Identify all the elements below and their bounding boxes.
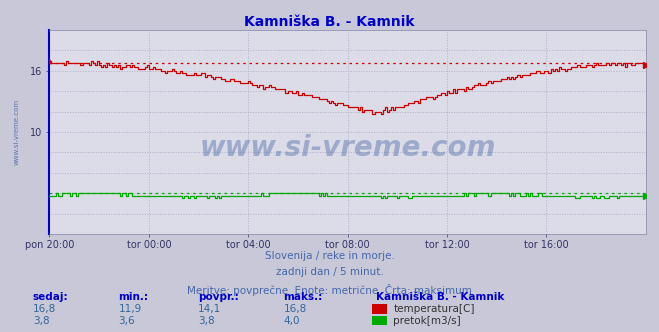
Text: Kamniška B. - Kamnik: Kamniška B. - Kamnik bbox=[244, 15, 415, 29]
Text: Kamniška B. - Kamnik: Kamniška B. - Kamnik bbox=[376, 292, 504, 302]
Text: www.si-vreme.com: www.si-vreme.com bbox=[200, 134, 496, 162]
Text: Slovenija / reke in morje.: Slovenija / reke in morje. bbox=[264, 251, 395, 261]
Text: 3,8: 3,8 bbox=[198, 316, 214, 326]
Text: 4,0: 4,0 bbox=[283, 316, 300, 326]
Text: povpr.:: povpr.: bbox=[198, 292, 239, 302]
Text: 3,6: 3,6 bbox=[119, 316, 135, 326]
Text: maks.:: maks.: bbox=[283, 292, 323, 302]
Text: temperatura[C]: temperatura[C] bbox=[393, 304, 475, 314]
Text: www.si-vreme.com: www.si-vreme.com bbox=[14, 99, 20, 165]
Text: sedaj:: sedaj: bbox=[33, 292, 69, 302]
Text: pretok[m3/s]: pretok[m3/s] bbox=[393, 316, 461, 326]
Text: min.:: min.: bbox=[119, 292, 149, 302]
Text: 14,1: 14,1 bbox=[198, 304, 221, 314]
Text: 16,8: 16,8 bbox=[33, 304, 56, 314]
Text: zadnji dan / 5 minut.: zadnji dan / 5 minut. bbox=[275, 267, 384, 277]
Text: Meritve: povprečne  Enote: metrične  Črta: maksimum: Meritve: povprečne Enote: metrične Črta:… bbox=[187, 284, 472, 296]
Text: 11,9: 11,9 bbox=[119, 304, 142, 314]
Text: 3,8: 3,8 bbox=[33, 316, 49, 326]
Text: 16,8: 16,8 bbox=[283, 304, 306, 314]
